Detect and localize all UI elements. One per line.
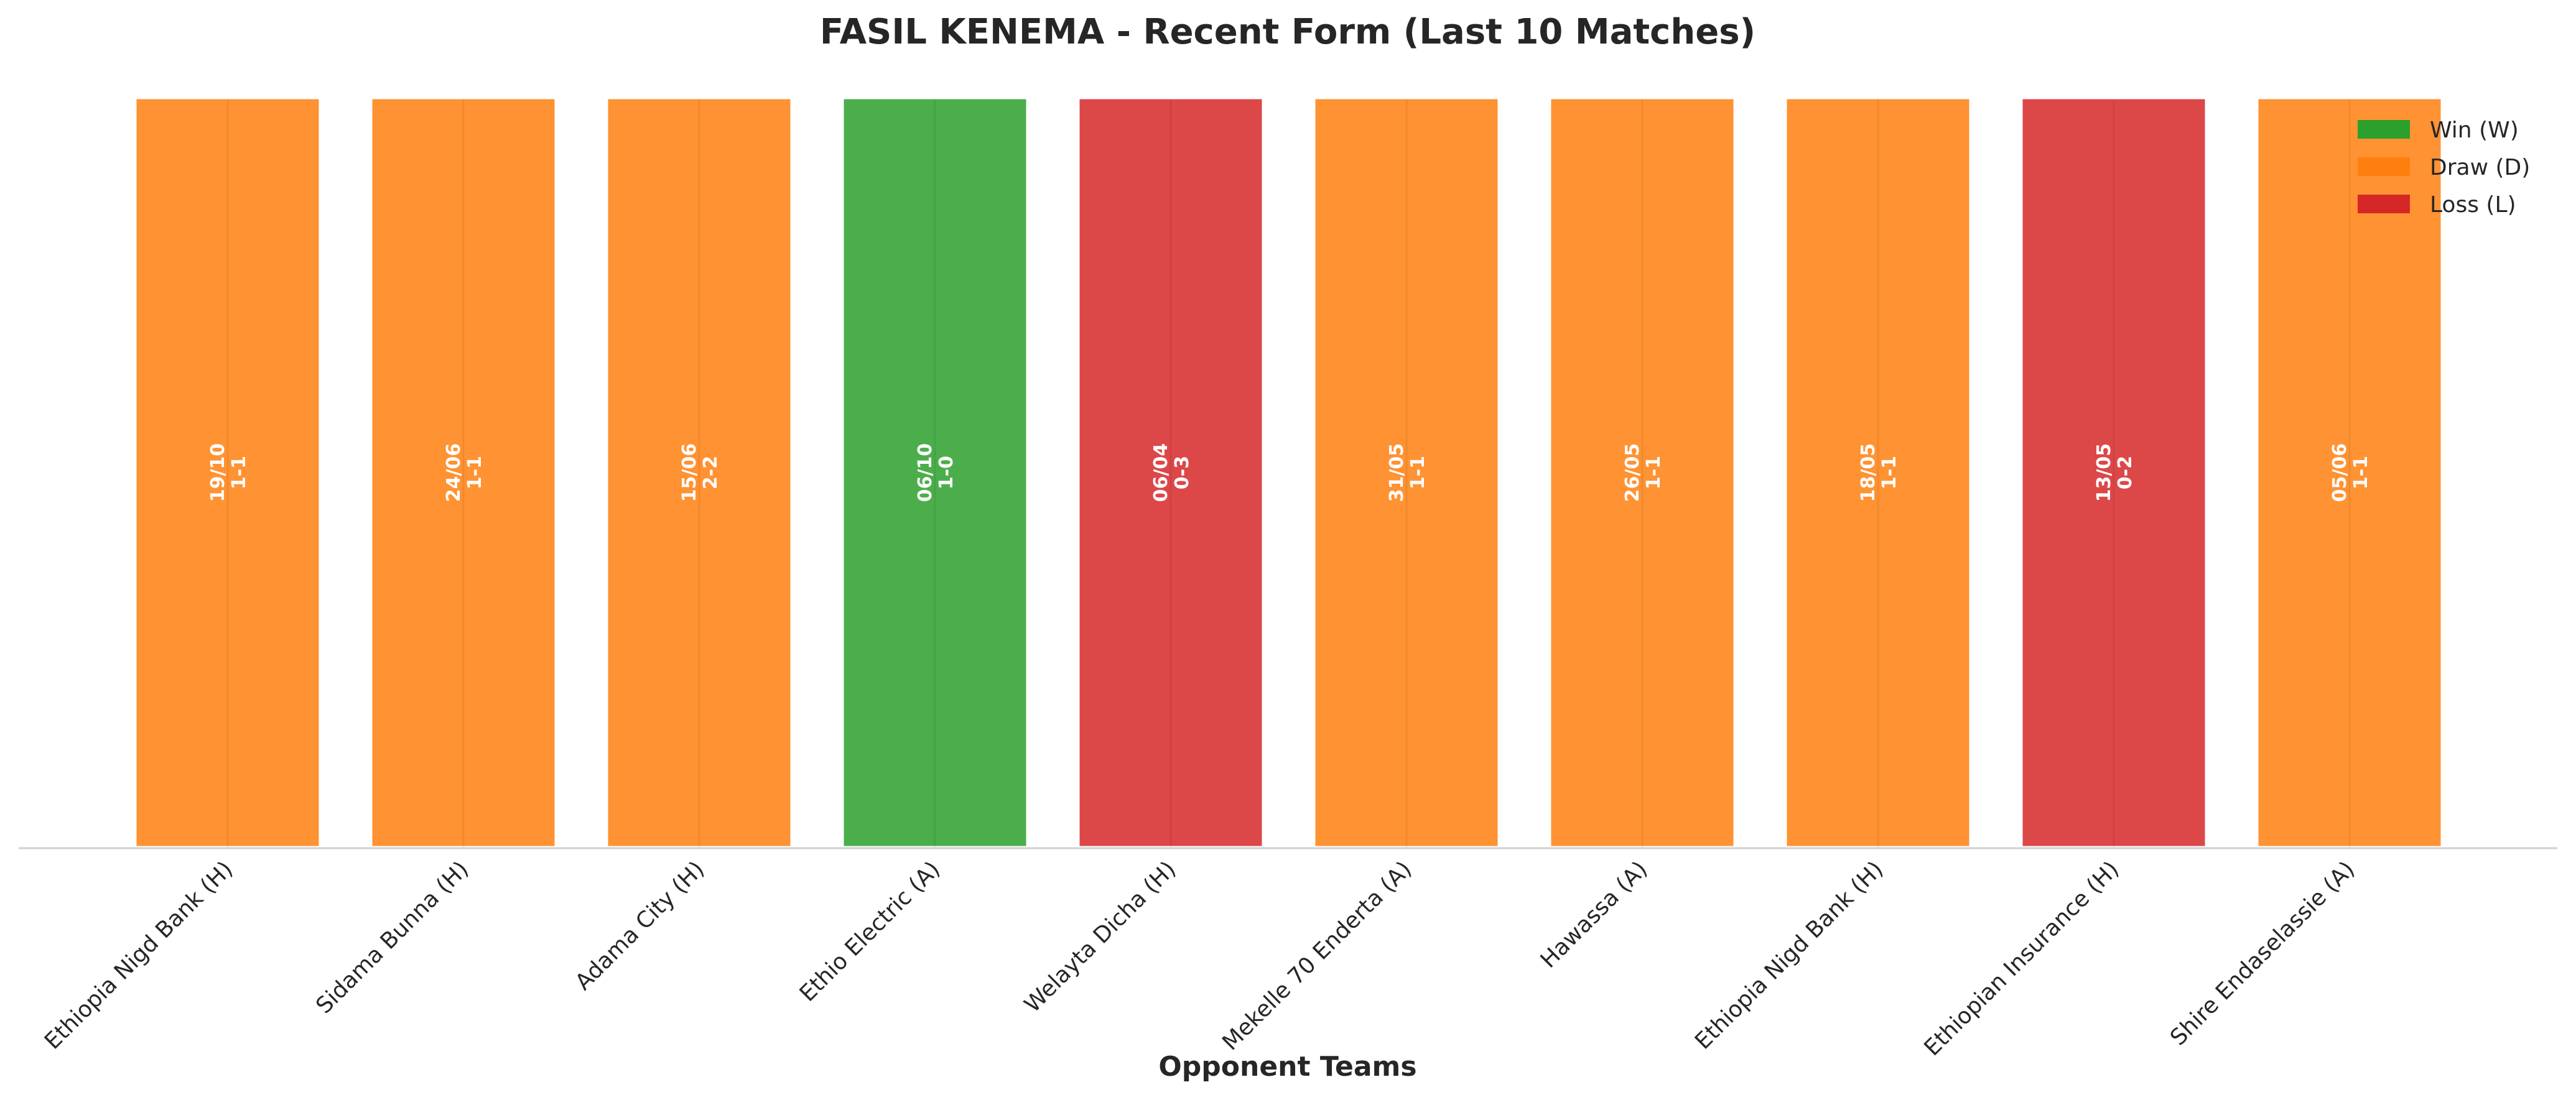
x-axis-label: Opponent Teams <box>1158 1051 1416 1083</box>
chart-title: FASIL KENEMA - Recent Form (Last 10 Matc… <box>820 12 1755 52</box>
match-date: 18/05 <box>1858 443 1879 502</box>
match-score: 1-0 <box>936 456 957 489</box>
x-tick-label: Ethiopia Nigd Bank (H) <box>40 856 238 1054</box>
result-bar <box>842 97 1028 848</box>
result-bar <box>370 97 557 848</box>
legend-label: Win (W) <box>2430 118 2519 143</box>
bar-date-score-label: 24/061-1 <box>443 443 486 502</box>
bar-date-score-label: 05/061-1 <box>2329 443 2372 502</box>
match-date: 06/04 <box>1150 443 1172 502</box>
match-date: 24/06 <box>443 443 465 502</box>
x-tick-label: Welayta Dicha (H) <box>1020 856 1181 1017</box>
bar-date-score-label: 15/062-2 <box>679 443 722 502</box>
match-date: 05/06 <box>2329 443 2351 502</box>
result-bar <box>1785 97 1971 848</box>
match-score: 1-1 <box>464 456 486 489</box>
match-date: 15/06 <box>679 443 700 502</box>
bars-layer: 19/101-1 24/061-1 15/062-2 06/101-0 06/040-3… <box>134 97 2443 848</box>
bar-date-score-label: 13/050-2 <box>2093 443 2136 502</box>
result-bar <box>2256 97 2443 848</box>
result-bar <box>1077 97 1264 848</box>
x-tick-label: Adama City (H) <box>570 856 709 995</box>
match-date: 26/05 <box>1622 443 1644 502</box>
result-bar <box>606 97 793 848</box>
x-tick-label: Mekelle 70 Enderta (A) <box>1217 856 1416 1055</box>
match-date: 31/05 <box>1386 443 1408 502</box>
match-date: 06/10 <box>914 443 936 502</box>
x-tick-label: Ethiopian Insurance (H) <box>1919 856 2124 1061</box>
x-tick-label: Shire Endaselassie (A) <box>2165 856 2360 1050</box>
match-score: 1-1 <box>1879 456 1900 489</box>
result-bar <box>134 97 321 848</box>
match-date: 13/05 <box>2093 443 2115 502</box>
bar-date-score-label: 06/101-0 <box>914 443 957 502</box>
match-score: 1-1 <box>1643 456 1665 489</box>
result-bar <box>2020 97 2207 848</box>
match-score: 1-1 <box>1407 456 1429 489</box>
bar-date-score-label: 19/101-1 <box>207 443 250 502</box>
x-tick-label: Sidama Bunna (H) <box>311 856 473 1019</box>
match-score: 2-2 <box>700 456 722 489</box>
match-date: 19/10 <box>207 443 229 502</box>
legend-label: Loss (L) <box>2430 192 2516 218</box>
x-tick-label: Hawassa (A) <box>1536 856 1653 973</box>
x-tick-label: Ethiopia Nigd Bank (H) <box>1690 856 1888 1054</box>
match-score: 1-1 <box>228 456 250 489</box>
bar-date-score-label: 18/051-1 <box>1858 443 1900 502</box>
match-score: 0-3 <box>1171 456 1193 489</box>
legend-swatch <box>2358 157 2410 176</box>
x-tick-label: Ethio Electric (A) <box>795 856 946 1007</box>
bar-date-score-label: 26/051-1 <box>1622 443 1665 502</box>
bar-date-score-label: 31/051-1 <box>1386 443 1429 502</box>
legend: Win (W) Draw (D) Loss (L) <box>2358 118 2530 218</box>
match-score: 1-1 <box>2350 456 2372 489</box>
x-tick-labels: Ethiopia Nigd Bank (H) Sidama Bunna (H) Ad… <box>40 856 2360 1061</box>
legend-swatch <box>2358 120 2410 139</box>
legend-swatch <box>2358 195 2410 213</box>
result-bar <box>1549 97 1736 848</box>
match-score: 0-2 <box>2114 456 2136 489</box>
legend-label: Draw (D) <box>2430 155 2530 180</box>
bar-date-score-label: 06/040-3 <box>1150 443 1193 502</box>
result-bar <box>1313 97 1500 848</box>
